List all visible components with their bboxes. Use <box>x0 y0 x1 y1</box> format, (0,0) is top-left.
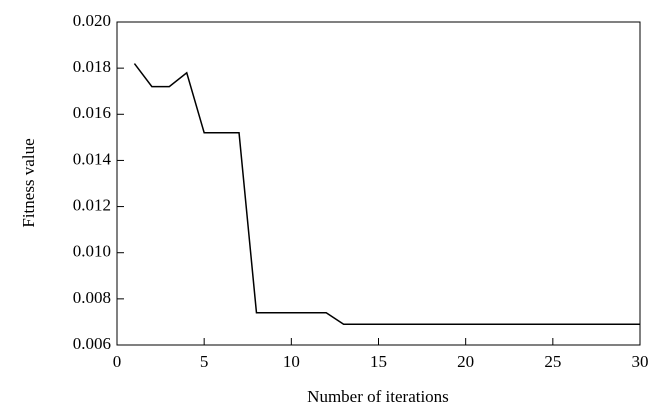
x-tick-label: 0 <box>113 352 122 371</box>
y-axis-label: Fitness value <box>19 138 38 227</box>
y-tick-label: 0.016 <box>73 103 111 122</box>
line-series <box>133 63 640 325</box>
x-tick-label: 5 <box>200 352 209 371</box>
y-tick-label: 0.008 <box>73 288 111 307</box>
y-tick-label: 0.012 <box>73 195 111 214</box>
y-tick-label: 0.018 <box>73 57 111 76</box>
y-tick-label: 0.006 <box>73 334 111 353</box>
y-tick-label: 0.020 <box>73 11 111 30</box>
x-tick-label: 15 <box>370 352 387 371</box>
x-tick-label: 10 <box>283 352 300 371</box>
x-tick-label: 20 <box>457 352 474 371</box>
x-tick-label: 25 <box>544 352 561 371</box>
y-tick-label: 0.010 <box>73 242 111 261</box>
x-axis-label: Number of iterations <box>307 387 449 406</box>
x-tick-label: 30 <box>632 352 649 371</box>
y-tick-label: 0.014 <box>73 149 112 168</box>
plot-frame <box>116 21 641 346</box>
